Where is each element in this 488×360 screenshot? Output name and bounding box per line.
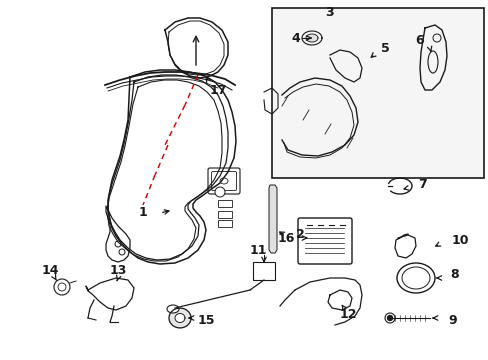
Text: 8: 8 [449, 269, 458, 282]
FancyBboxPatch shape [211, 171, 236, 190]
Text: 3: 3 [324, 6, 333, 19]
Text: 15: 15 [198, 314, 215, 327]
Text: 6: 6 [415, 33, 424, 46]
Circle shape [115, 241, 121, 247]
Text: 17: 17 [209, 84, 226, 96]
Text: 4: 4 [291, 31, 299, 45]
Polygon shape [268, 185, 276, 253]
Text: 7: 7 [417, 179, 426, 192]
Circle shape [119, 249, 125, 255]
Text: 16: 16 [277, 231, 294, 244]
Bar [252, 262, 274, 280]
Circle shape [384, 313, 394, 323]
Polygon shape [305, 34, 317, 42]
Text: 11: 11 [249, 243, 266, 256]
Bar [218, 211, 231, 218]
Ellipse shape [167, 305, 179, 313]
Bar [271, 8, 483, 178]
Polygon shape [175, 314, 184, 323]
Circle shape [58, 283, 66, 291]
Ellipse shape [220, 178, 227, 184]
Circle shape [386, 315, 392, 320]
FancyBboxPatch shape [297, 218, 351, 264]
Text: 13: 13 [109, 264, 126, 276]
Text: 5: 5 [380, 41, 388, 54]
FancyBboxPatch shape [207, 168, 240, 194]
Text: 9: 9 [447, 314, 456, 327]
Ellipse shape [396, 263, 434, 293]
Circle shape [432, 34, 440, 42]
Bar [218, 220, 231, 227]
Text: 12: 12 [339, 309, 356, 321]
Ellipse shape [401, 267, 429, 289]
Polygon shape [169, 308, 191, 328]
Text: 14: 14 [41, 264, 59, 276]
Text: 1: 1 [138, 207, 147, 220]
Bar [218, 200, 231, 207]
Circle shape [215, 187, 224, 197]
Ellipse shape [427, 51, 437, 73]
Text: 2: 2 [295, 229, 304, 242]
Text: 10: 10 [451, 234, 468, 247]
Circle shape [54, 279, 70, 295]
